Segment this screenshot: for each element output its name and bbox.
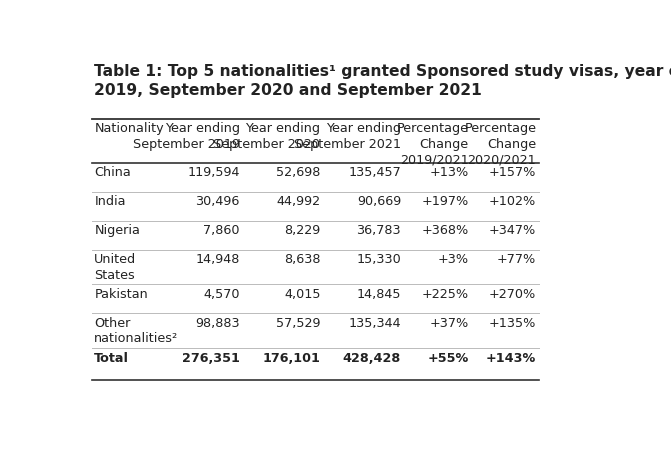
Text: 8,229: 8,229 [285,224,321,237]
Text: +197%: +197% [421,196,468,208]
Text: +77%: +77% [497,253,536,266]
Text: Other
nationalities²: Other nationalities² [94,317,178,346]
Text: Percentage
Change
2020/2021: Percentage Change 2020/2021 [464,122,536,166]
Text: Pakistan: Pakistan [94,288,148,301]
Text: 52,698: 52,698 [276,167,321,179]
Text: Nationality: Nationality [94,122,164,135]
Text: +270%: +270% [489,288,536,301]
Text: 428,428: 428,428 [343,352,401,364]
Text: 98,883: 98,883 [195,317,240,330]
Text: 14,845: 14,845 [356,288,401,301]
Text: +143%: +143% [486,352,536,364]
Text: Table 1: Top 5 nationalities¹ granted Sponsored study visas, year ending Septemb: Table 1: Top 5 nationalities¹ granted Sp… [94,64,671,97]
Text: Year ending
September 2020: Year ending September 2020 [213,122,321,151]
Text: 36,783: 36,783 [356,224,401,237]
Text: +347%: +347% [489,224,536,237]
Text: Year ending
September 2019: Year ending September 2019 [133,122,240,151]
Text: +55%: +55% [427,352,468,364]
Text: 276,351: 276,351 [182,352,240,364]
Text: +135%: +135% [489,317,536,330]
Text: +3%: +3% [437,253,468,266]
Text: Nigeria: Nigeria [94,224,140,237]
Text: 176,101: 176,101 [262,352,321,364]
Text: 135,344: 135,344 [348,317,401,330]
Text: 8,638: 8,638 [284,253,321,266]
Text: 90,669: 90,669 [357,196,401,208]
Text: 119,594: 119,594 [187,167,240,179]
Text: 4,015: 4,015 [284,288,321,301]
Text: 7,860: 7,860 [203,224,240,237]
Text: China: China [94,167,131,179]
Text: 15,330: 15,330 [356,253,401,266]
Text: Total: Total [94,352,130,364]
Text: Percentage
Change
2019/2021: Percentage Change 2019/2021 [397,122,468,166]
Text: 135,457: 135,457 [348,167,401,179]
Text: +368%: +368% [421,224,468,237]
Text: 30,496: 30,496 [195,196,240,208]
Text: +37%: +37% [429,317,468,330]
Text: 44,992: 44,992 [276,196,321,208]
Text: 57,529: 57,529 [276,317,321,330]
Text: United
States: United States [94,253,136,282]
Text: +102%: +102% [489,196,536,208]
Text: +13%: +13% [429,167,468,179]
Text: +225%: +225% [421,288,468,301]
Text: 14,948: 14,948 [195,253,240,266]
Text: India: India [94,196,125,208]
Text: 4,570: 4,570 [203,288,240,301]
Text: Year ending
September 2021: Year ending September 2021 [294,122,401,151]
Text: +157%: +157% [489,167,536,179]
